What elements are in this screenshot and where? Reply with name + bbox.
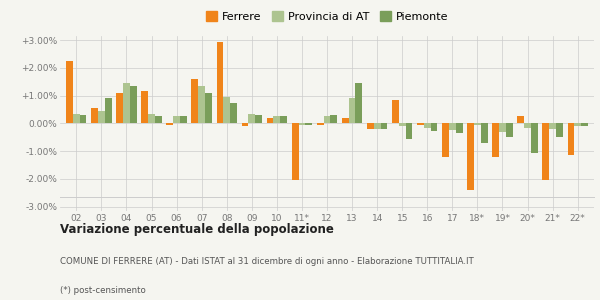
- Bar: [406, 123, 412, 139]
- Bar: [80, 115, 86, 123]
- Bar: [342, 118, 349, 123]
- Bar: [105, 98, 112, 123]
- Bar: [274, 116, 280, 123]
- Bar: [299, 123, 305, 125]
- Bar: [155, 116, 161, 123]
- Bar: [180, 116, 187, 123]
- Bar: [355, 83, 362, 123]
- Bar: [267, 118, 274, 123]
- Bar: [399, 123, 406, 126]
- Bar: [248, 114, 255, 123]
- Bar: [574, 123, 581, 126]
- Bar: [323, 116, 331, 123]
- Bar: [130, 86, 137, 123]
- Bar: [568, 123, 574, 155]
- Bar: [524, 123, 531, 128]
- Bar: [392, 100, 399, 123]
- Bar: [506, 123, 512, 137]
- Text: (*) post-censimento: (*) post-censimento: [60, 286, 146, 295]
- Bar: [217, 41, 223, 123]
- Bar: [305, 123, 312, 125]
- Bar: [517, 116, 524, 123]
- Bar: [474, 123, 481, 125]
- Bar: [66, 61, 73, 123]
- Bar: [280, 116, 287, 123]
- Bar: [166, 123, 173, 125]
- Bar: [581, 123, 588, 126]
- Bar: [91, 108, 98, 123]
- Bar: [456, 123, 463, 133]
- Text: Variazione percentuale della popolazione: Variazione percentuale della popolazione: [60, 223, 334, 236]
- Bar: [331, 115, 337, 123]
- Bar: [317, 123, 323, 125]
- Bar: [431, 123, 437, 131]
- Bar: [442, 123, 449, 157]
- Text: COMUNE DI FERRERE (AT) - Dati ISTAT al 31 dicembre di ogni anno - Elaborazione T: COMUNE DI FERRERE (AT) - Dati ISTAT al 3…: [60, 256, 474, 266]
- Bar: [242, 123, 248, 126]
- Bar: [374, 123, 380, 129]
- Bar: [493, 123, 499, 157]
- Bar: [424, 123, 431, 128]
- Bar: [481, 123, 488, 143]
- Bar: [417, 123, 424, 125]
- Bar: [367, 123, 374, 129]
- Bar: [255, 115, 262, 123]
- Bar: [123, 83, 130, 123]
- Bar: [292, 123, 299, 180]
- Bar: [191, 79, 198, 123]
- Bar: [230, 103, 237, 123]
- Bar: [148, 114, 155, 123]
- Bar: [449, 123, 456, 130]
- Bar: [349, 98, 355, 123]
- Bar: [205, 93, 212, 123]
- Bar: [142, 92, 148, 123]
- Bar: [542, 123, 549, 180]
- Bar: [499, 123, 506, 132]
- Bar: [467, 123, 474, 190]
- Bar: [549, 123, 556, 129]
- Bar: [116, 93, 123, 123]
- Bar: [531, 123, 538, 152]
- Bar: [73, 114, 80, 123]
- Bar: [98, 111, 105, 123]
- Bar: [223, 97, 230, 123]
- Legend: Ferrere, Provincia di AT, Piemonte: Ferrere, Provincia di AT, Piemonte: [202, 7, 452, 26]
- Bar: [173, 116, 180, 123]
- Bar: [198, 86, 205, 123]
- Bar: [380, 123, 387, 129]
- Bar: [556, 123, 563, 137]
